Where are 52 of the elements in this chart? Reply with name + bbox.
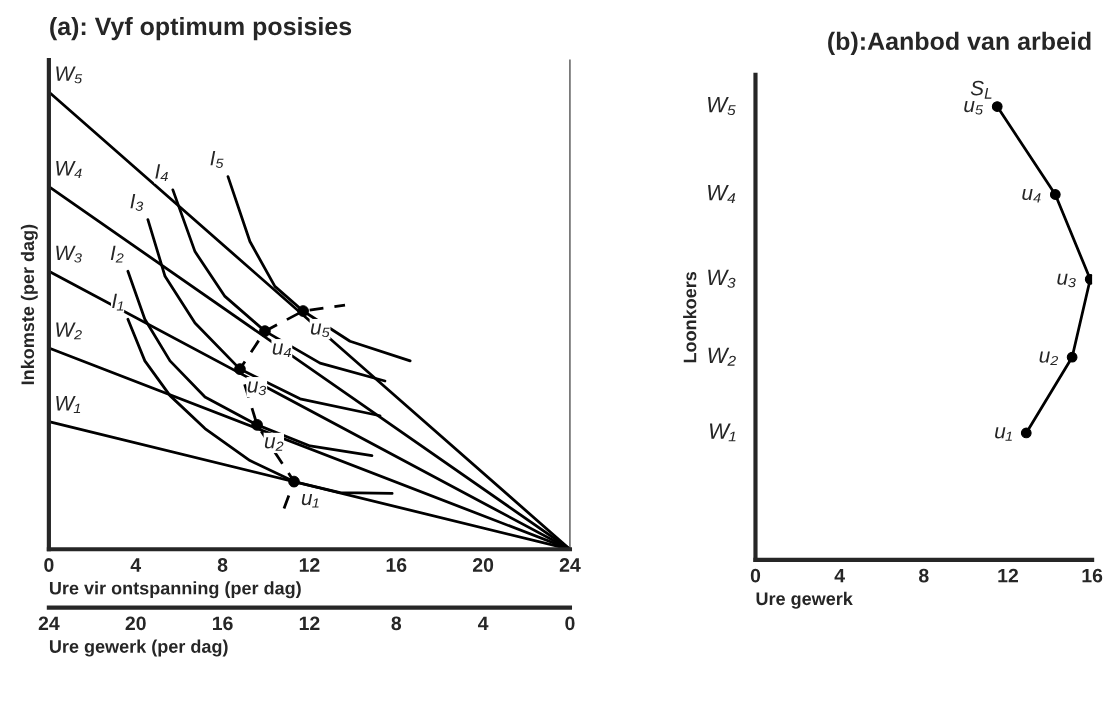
series-label: W₃ [56, 245, 82, 263]
x2-tick-label: 0 [565, 616, 575, 631]
series-label: I₁ [112, 293, 124, 311]
annotation: u₄ [1022, 188, 1041, 203]
x-tick-label: 12 [998, 568, 1018, 583]
x2-tick-label: 8 [391, 616, 402, 631]
annotation: u₂ [264, 437, 284, 451]
x-tick-label: 8 [919, 568, 929, 583]
y-axis-title: Loonkoers [683, 271, 697, 363]
series-label: W₅ [56, 66, 83, 84]
annotation: u₃ [247, 381, 267, 396]
annotation: u₄ [272, 343, 291, 358]
x2-tick-label: 24 [38, 616, 60, 631]
x-tick-label: 8 [217, 558, 228, 572]
annotation: u₅ [310, 323, 330, 338]
series-label: W₂ [56, 322, 82, 340]
x-tick-label: 0 [750, 568, 761, 583]
series-label: I₃ [130, 193, 144, 211]
x-axis-title: Ure gewerk [756, 591, 853, 609]
x2-tick-label: 16 [212, 616, 233, 631]
series-label: S$_{L}$ [970, 80, 992, 99]
x-axis-title: Ure vir ontspanning (per dag) [49, 581, 301, 599]
series-label: I₂ [110, 245, 124, 263]
x2-tick-label: 12 [299, 616, 320, 631]
series-label: I₅ [210, 151, 224, 168]
annotation: u₁ [301, 494, 319, 508]
text: W₃ [708, 269, 736, 288]
text: W₁ [709, 423, 736, 442]
x-tick-label: 24 [559, 558, 581, 572]
x-tick-label: 4 [130, 558, 142, 572]
x2-axis-title: Ure gewerk (per dag) [49, 639, 228, 657]
text: W₂ [708, 347, 736, 366]
x-tick-label: 12 [299, 558, 320, 572]
annotation: u₂ [1039, 351, 1059, 366]
x2-tick-label: 4 [477, 616, 489, 631]
text: W₅ [708, 97, 736, 116]
y-axis-title: Inkomste (per dag) [20, 224, 38, 385]
x-tick-label: 20 [472, 558, 494, 572]
chart-title: (a): Vyf optimum posisies [50, 16, 352, 41]
series-label: W₁ [56, 396, 81, 413]
annotation: u₃ [1057, 273, 1076, 288]
x-tick-label: 0 [44, 558, 54, 572]
annotation: u₁ [995, 427, 1012, 441]
text: W₄ [708, 184, 736, 203]
chart-title: (b):Aanbod van arbeid [828, 31, 1091, 56]
x-tick-label: 16 [1082, 568, 1103, 583]
x-tick-label: 16 [386, 558, 407, 572]
x-tick-label: 4 [834, 568, 845, 583]
annotation: u₅ [964, 100, 984, 115]
series-label: I₄ [155, 164, 168, 182]
series-label: W₄ [56, 161, 82, 178]
x2-tick-label: 20 [125, 616, 146, 631]
